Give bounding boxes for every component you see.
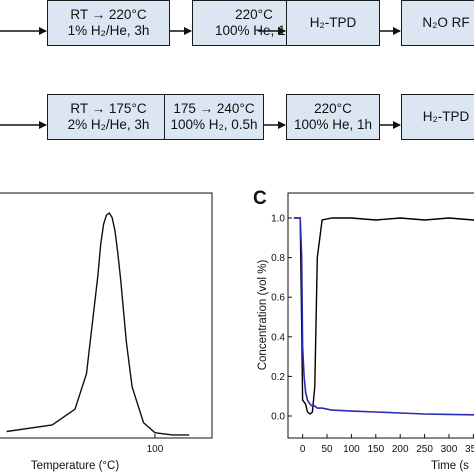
step-line2: 1% H₂/He, 3h xyxy=(67,23,150,38)
flow-step: N₂O RF xyxy=(401,0,474,46)
step-line1: RT → 220°C xyxy=(70,7,147,22)
conc-series-black-line xyxy=(293,217,474,415)
step-line2: 100% He, 1h xyxy=(293,117,373,132)
conc-series-blue-line xyxy=(293,217,474,416)
conc-x-tick-label: 0 xyxy=(300,444,306,455)
conc-y-tick-label: 1.0 xyxy=(271,214,285,225)
flow-step: 220°C 100% He, 1h xyxy=(286,94,380,140)
tpd-plot-frame xyxy=(0,192,213,439)
conc-x-tick-label: 350 xyxy=(465,444,474,455)
flow-step: 175 → 240°C 100% H₂, 0.5h xyxy=(164,94,264,140)
tpd-x-tick-label: 100 xyxy=(147,444,164,455)
conc-x-tick-label: 200 xyxy=(392,444,409,455)
conc-plot-frame xyxy=(287,192,474,439)
tpd-series-line xyxy=(6,211,190,436)
step-line1: 175 → 240°C xyxy=(173,101,255,116)
step-line1: N₂O RF xyxy=(422,15,470,30)
conc-y-tick-label: 0.6 xyxy=(271,293,285,304)
step-line2: 100% H₂, 0.5h xyxy=(170,117,258,132)
concentration-chart: 0.00.20.40.60.81.0050100150200250300350 … xyxy=(257,192,474,472)
conc-y-tick-label: 0.8 xyxy=(271,253,285,264)
step-line1: 220°C xyxy=(314,101,352,116)
step-line1: H₂-TPD xyxy=(422,109,470,124)
flow-step: RT → 220°C 1% H₂/He, 3h xyxy=(47,0,170,46)
conc-x-tick-label: 250 xyxy=(416,444,433,455)
step-line1: H₂-TPD xyxy=(309,15,357,30)
conc-x-tick-label: 300 xyxy=(441,444,458,455)
step-line2: 100% He, 1h xyxy=(214,23,294,38)
conc-x-tick-label: 50 xyxy=(321,444,333,455)
conc-y-axis-label: Concentration (vol %) xyxy=(257,260,269,371)
conc-y-tick-label: 0.4 xyxy=(271,332,285,343)
tpd-chart: 100 Temperature (°C) xyxy=(0,192,213,472)
flow-step: H₂-TPD xyxy=(286,0,380,46)
conc-x-axis-label: Time (s xyxy=(431,460,469,472)
conc-x-tick-label: 100 xyxy=(343,444,360,455)
step-line1: 220°C xyxy=(235,7,273,22)
flow-step: H₂-TPD xyxy=(401,94,474,140)
conc-x-tick-label: 150 xyxy=(367,444,384,455)
step-line1: RT → 175°C xyxy=(70,101,147,116)
panel-label-c: C xyxy=(253,188,267,209)
step-line2: 2% H₂/He, 3h xyxy=(67,117,150,132)
tpd-x-axis-label: Temperature (°C) xyxy=(31,460,119,472)
conc-y-tick-label: 0.0 xyxy=(271,412,285,423)
conc-y-tick-label: 0.2 xyxy=(271,372,285,383)
